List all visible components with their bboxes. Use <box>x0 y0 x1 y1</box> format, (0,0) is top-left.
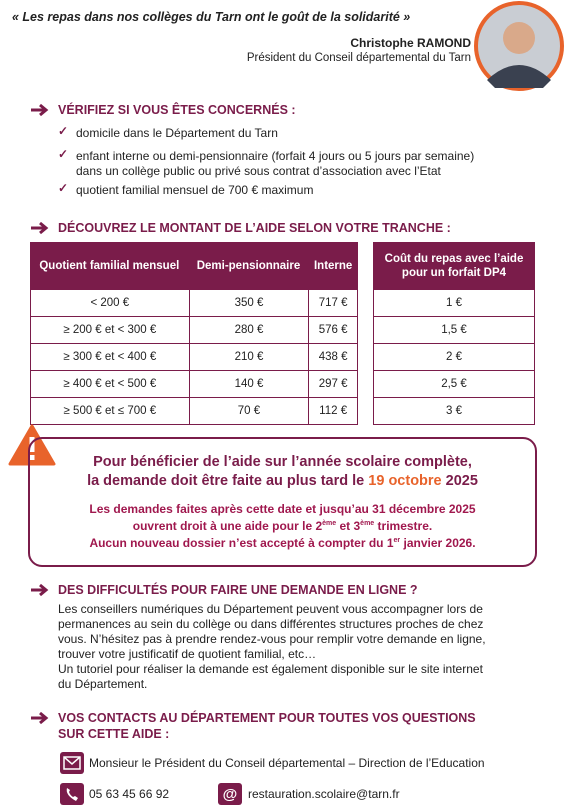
arrow-icon <box>31 221 49 235</box>
table-cell: ≥ 300 € et < 400 € <box>30 344 189 371</box>
help-line: permanences au sein du collège ou dans d… <box>58 617 484 631</box>
table-cell: 2 € <box>373 344 535 371</box>
arrow-icon <box>31 583 49 597</box>
phone-icon <box>60 783 84 805</box>
arrow-icon <box>31 103 49 117</box>
table-cell: 280 € <box>188 317 309 344</box>
help-line: Un tutoriel pour réaliser la demande est… <box>58 662 483 676</box>
cost-table: Coût du repas avec l’aide pour un forfai… <box>373 242 535 425</box>
notice-body: Les demandes faites après cette date et … <box>89 502 476 516</box>
section-title: VOS CONTACTS AU DÉPARTEMENT POUR TOUTES … <box>58 711 476 725</box>
header-cell: Interne <box>308 242 358 290</box>
section-title: DES DIFFICULTÉS POUR FAIRE UNE DEMANDE E… <box>58 583 418 597</box>
email[interactable]: restauration.scolaire@tarn.fr <box>248 787 400 801</box>
check-icon: ✓ <box>58 147 69 161</box>
table-cell: 210 € <box>188 344 309 371</box>
sup: er <box>393 537 401 544</box>
author-role: Président du Conseil départemental du Ta… <box>246 52 471 64</box>
author-name: Christophe RAMOND <box>350 36 471 50</box>
table-cell: 1 € <box>373 290 535 317</box>
t: trimestre. <box>374 519 433 533</box>
notice-box: Pour bénéficier de l’aide sur l’année sc… <box>28 437 537 567</box>
list-item: enfant interne ou demi-pensionnaire (for… <box>76 149 475 163</box>
table-cell: < 200 € <box>30 290 189 317</box>
table-cell: 112 € <box>308 398 358 425</box>
section-title: VÉRIFIEZ SI VOUS ÊTES CONCERNÉS : <box>58 103 296 117</box>
arrow-icon <box>31 711 49 725</box>
table-row: ≥ 500 € et ≤ 700 €70 €112 € <box>30 398 358 425</box>
phone: 05 63 45 66 92 <box>89 787 170 801</box>
header-row: Quotient familial mensuel Demi-pensionnai… <box>30 242 358 290</box>
aid-table: Quotient familial mensuel Demi-pensionnai… <box>30 242 358 425</box>
help-line: vous. N’hésitez pas à prendre rendez-vou… <box>58 632 486 646</box>
list-item: domicile dans le Département du Tarn <box>76 126 278 140</box>
deadline: 19 octobre <box>368 473 442 489</box>
table-cell: 1,5 € <box>373 317 535 344</box>
list-item: dans un collège public ou privé sous con… <box>76 164 441 178</box>
table-cell: 576 € <box>308 317 358 344</box>
table-cell: 3 € <box>373 398 535 425</box>
table-cell: ≥ 500 € et ≤ 700 € <box>30 398 189 425</box>
help-line: du Département. <box>58 677 148 691</box>
notice-text: la demande doit être faite au plus tard … <box>87 473 369 489</box>
table-cell: 70 € <box>188 398 309 425</box>
email-icon: @ <box>218 783 242 805</box>
t: Aucun nouveau dossier n’est accepté à co… <box>89 536 394 550</box>
table-row: < 200 €350 €717 € <box>30 290 358 317</box>
table-cell: 438 € <box>308 344 358 371</box>
table-cell: 350 € <box>188 290 309 317</box>
quote: « Les repas dans nos collèges du Tarn on… <box>12 10 411 24</box>
header-cell: Demi-pensionnaire <box>188 242 309 290</box>
help-line: Les conseillers numériques du Départemen… <box>58 602 483 616</box>
table-cell: 717 € <box>308 290 358 317</box>
svg-text:@: @ <box>223 786 238 803</box>
table-cell: 2,5 € <box>373 371 535 398</box>
table-row: ≥ 400 € et < 500 €140 €297 € <box>30 371 358 398</box>
notice-line: la demande doit être faite au plus tard … <box>30 473 535 489</box>
notice-line: Pour bénéficier de l’aide sur l’année sc… <box>93 454 472 470</box>
mail-icon <box>60 752 84 774</box>
check-icon: ✓ <box>58 181 69 195</box>
notice-body: ouvrent droit à une aide pour le 2ème et… <box>30 519 535 533</box>
table-cell: ≥ 400 € et < 500 € <box>30 371 189 398</box>
check-icon: ✓ <box>58 124 69 138</box>
table-row: 2 € <box>373 344 535 371</box>
table-cell: 297 € <box>308 371 358 398</box>
sup: ème <box>360 520 375 527</box>
header-row: Coût du repas avec l’aide pour un forfai… <box>373 242 535 290</box>
help-line: trouver votre justificatif de quotient f… <box>58 647 317 661</box>
t: et 3 <box>336 519 361 533</box>
table-cell: ≥ 200 € et < 300 € <box>30 317 189 344</box>
header-cell: Coût du repas avec l’aide pour un forfai… <box>373 242 535 290</box>
table-row: 1 € <box>373 290 535 317</box>
notice-year: 2025 <box>441 473 478 489</box>
list-item: quotient familial mensuel de 700 € maxim… <box>76 183 314 197</box>
table-row: ≥ 300 € et < 400 €210 €438 € <box>30 344 358 371</box>
help-paragraph: Les conseillers numériques du Départemen… <box>58 602 486 692</box>
table-row: 2,5 € <box>373 371 535 398</box>
table-row: 1,5 € <box>373 317 535 344</box>
header-cell: Quotient familial mensuel <box>30 242 189 290</box>
t: ouvrent droit à une aide pour le 2 <box>132 519 323 533</box>
notice-body: Aucun nouveau dossier n’est accepté à co… <box>30 536 535 550</box>
table-cell: 140 € <box>188 371 309 398</box>
section-title: DÉCOUVREZ LE MONTANT DE L’AIDE SELON VOT… <box>58 221 451 235</box>
t: janvier 2026. <box>400 536 476 550</box>
table-row: ≥ 200 € et < 300 €280 €576 € <box>30 317 358 344</box>
address: Monsieur le Président du Conseil départe… <box>89 756 485 770</box>
section-title: SUR CETTE AIDE : <box>58 727 170 741</box>
table-row: 3 € <box>373 398 535 425</box>
portrait <box>474 1 564 91</box>
sup: ème <box>322 520 337 527</box>
